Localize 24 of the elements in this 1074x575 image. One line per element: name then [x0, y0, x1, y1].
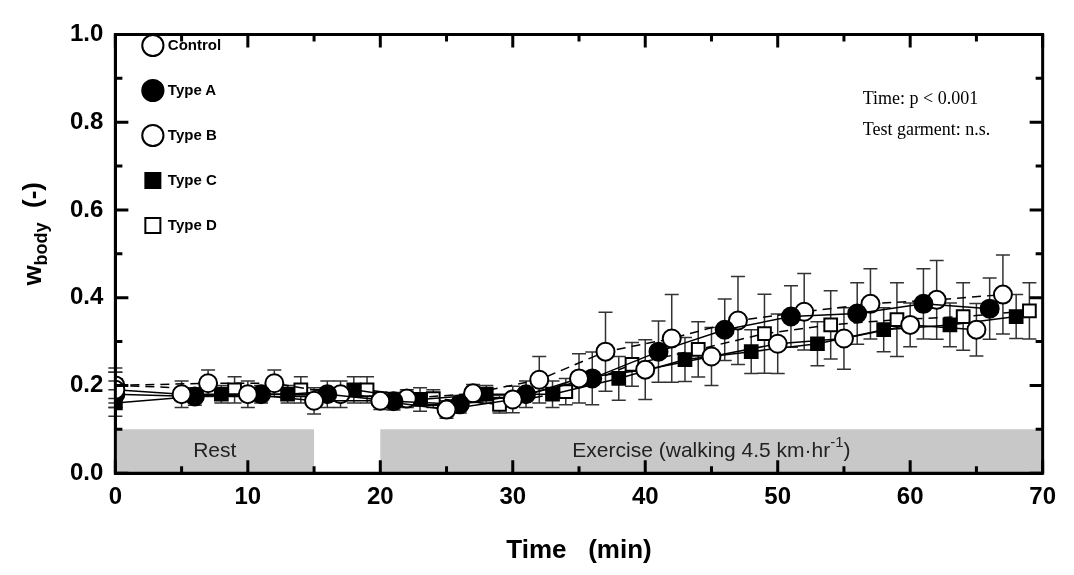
x-tick-label: 60 [896, 482, 924, 510]
band-label: Rest [193, 438, 237, 462]
y-tick-label: 0.2 [69, 370, 104, 398]
x-tick-label: 0 [108, 482, 123, 510]
legend-label: Control [167, 35, 222, 53]
y-tick-label: 0.4 [69, 282, 104, 310]
x-axis-title: Time (min) [506, 534, 652, 565]
y-tick-label: 0.8 [69, 106, 104, 134]
legend-label: Type D [167, 215, 217, 233]
annotation: Time: p < 0.001 [862, 88, 979, 109]
legend-label: Type B [167, 125, 217, 143]
x-tick-label: 10 [234, 482, 262, 510]
y-tick-label: 0.6 [69, 194, 104, 222]
x-tick-label: 40 [631, 482, 659, 510]
annotation: Test garment: n.s. [862, 119, 991, 140]
x-tick-label: 30 [499, 482, 527, 510]
x-tick-label: 20 [366, 482, 394, 510]
x-tick-label: 70 [1029, 482, 1056, 510]
legend-label: Type C [167, 170, 217, 188]
y-tick-label: 1.0 [69, 19, 104, 47]
y-tick-label: 0.0 [69, 457, 104, 485]
x-tick-label: 50 [764, 482, 792, 510]
y-axis-title: wbody (-) [17, 181, 51, 287]
legend-label: Type A [167, 80, 217, 98]
